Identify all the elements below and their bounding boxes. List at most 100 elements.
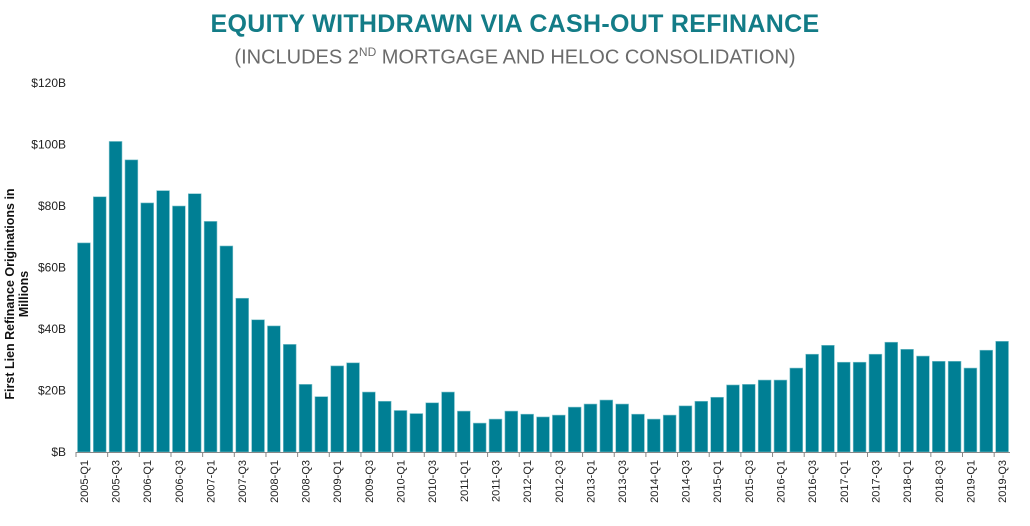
bar: [631, 413, 645, 453]
bar: [757, 379, 772, 453]
x-tick-label: 2006-Q3: [174, 460, 186, 503]
bar: [472, 422, 487, 453]
x-tick-label: 2016-Q1: [775, 460, 787, 503]
bar: [235, 297, 249, 453]
bar: [694, 400, 709, 453]
x-tick-label: 2014-Q3: [680, 460, 692, 503]
bar: [140, 202, 154, 453]
bar: [77, 242, 91, 453]
bar: [583, 403, 598, 453]
x-tick-label: 2005-Q3: [111, 460, 123, 503]
x-tick-label: 2015-Q1: [712, 460, 724, 503]
x-tick-label: 2016-Q3: [807, 460, 819, 503]
bar: [932, 360, 946, 453]
bar: [425, 402, 439, 453]
bar: [441, 391, 455, 453]
y-tick-label: $120B: [31, 76, 66, 90]
x-tick-label: 2014-Q1: [649, 460, 661, 503]
bar: [156, 190, 170, 453]
bar: [251, 319, 265, 453]
bar: [852, 361, 867, 453]
bar: [409, 413, 424, 453]
x-tick-label: 2015-Q3: [744, 460, 756, 503]
bar: [726, 384, 740, 453]
bar: [330, 365, 344, 453]
x-tick-label: 2009-Q3: [364, 460, 376, 503]
bar: [552, 414, 566, 453]
bar: [188, 193, 202, 453]
bar: [710, 396, 724, 453]
x-tick-label: 2011-Q3: [491, 460, 503, 502]
x-tick-label: 2008-Q3: [301, 460, 313, 503]
x-tick-label: 2013-Q1: [585, 460, 597, 503]
bar: [124, 159, 139, 453]
bar: [742, 384, 756, 453]
subtitle-part: (INCLUDES 2: [234, 46, 359, 69]
x-tick-label: 2006-Q1: [142, 460, 154, 503]
x-tick-label: 2008-Q1: [269, 460, 281, 503]
bar: [377, 400, 392, 453]
subtitle-superscript: ND: [358, 45, 377, 59]
bar: [647, 418, 661, 453]
x-tick-label: 2018-Q1: [902, 460, 914, 503]
x-tick-label: 2009-Q1: [332, 460, 344, 503]
bar: [947, 360, 962, 453]
x-tick-label: 2018-Q3: [934, 460, 946, 503]
x-tick-label: 2019-Q1: [965, 460, 977, 503]
bar: [267, 325, 281, 453]
y-tick-label: $B: [51, 445, 66, 459]
bar: [172, 205, 186, 453]
subtitle-part: MORTGAGE AND HELOC CONSOLIDATION): [376, 46, 796, 69]
x-tick-label: 2005-Q1: [79, 460, 91, 503]
bar: [393, 410, 408, 453]
x-tick-label: 2012-Q1: [522, 460, 534, 503]
y-tick-label: $40B: [38, 322, 66, 336]
x-tick-label: 2019-Q3: [997, 460, 1009, 503]
bar: [504, 410, 519, 453]
bar: [567, 406, 582, 453]
bar: [979, 349, 993, 453]
bar: [773, 379, 788, 453]
x-tick-label: 2017-Q1: [839, 460, 851, 503]
bar: [203, 221, 218, 453]
x-tick-label: 2007-Q1: [206, 460, 218, 503]
bar: [108, 141, 123, 453]
chart-subtitle: (INCLUDES 2ND MORTGAGE AND HELOC CONSOLI…: [0, 45, 1030, 70]
bar: [868, 353, 883, 453]
chart-title: EQUITY WITHDRAWN VIA CASH-OUT REFINANCE: [210, 10, 820, 38]
bar: [963, 367, 978, 453]
bar: [662, 414, 677, 453]
y-tick-label: $100B: [31, 138, 66, 152]
bar: [362, 391, 376, 453]
bar: [884, 341, 898, 453]
bar: [837, 361, 851, 453]
x-tick-label: 2012-Q3: [554, 460, 566, 503]
x-tick-label: 2013-Q3: [617, 460, 629, 503]
x-tick-label: 2010-Q3: [427, 460, 439, 503]
bar: [298, 384, 313, 453]
bar: [789, 367, 804, 453]
bar: [488, 418, 503, 453]
bar: [520, 413, 534, 453]
bar: [599, 399, 614, 453]
bar: [219, 245, 234, 453]
bar: [346, 362, 360, 453]
bar: [678, 405, 693, 453]
bar: [314, 396, 329, 453]
bar: [536, 416, 550, 453]
bar: [457, 410, 471, 453]
y-tick-label: $60B: [38, 261, 66, 275]
bar: [805, 353, 819, 453]
bar: [916, 355, 930, 453]
x-tick-label: 2010-Q1: [396, 460, 408, 503]
x-tick-label: 2017-Q3: [870, 460, 882, 503]
y-tick-label: $80B: [38, 199, 66, 213]
bar: [900, 348, 914, 453]
bar: [995, 340, 1009, 453]
bar: [93, 196, 107, 453]
bar: [821, 344, 835, 453]
bar: [282, 344, 297, 453]
y-tick-label: $20B: [38, 384, 66, 398]
x-tick-label: 2011-Q1: [459, 460, 471, 502]
